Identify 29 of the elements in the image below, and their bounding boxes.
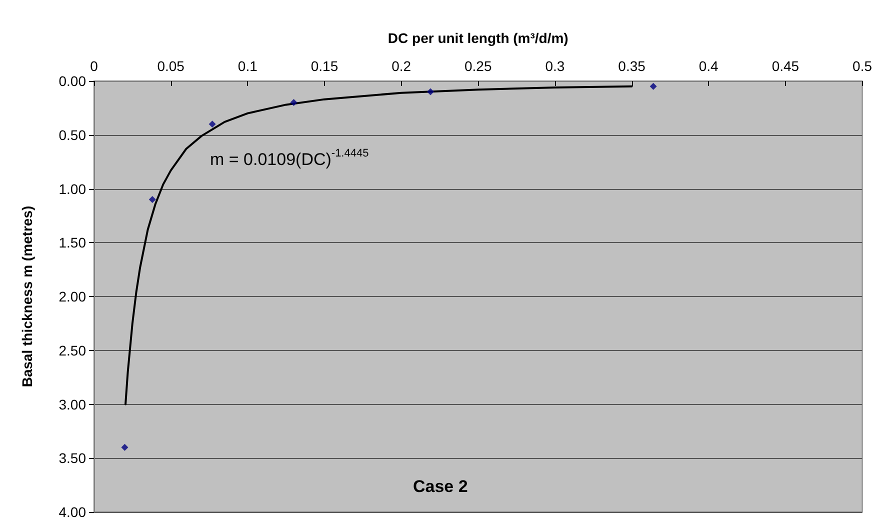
point	[650, 82, 657, 90]
y-tick-label: 2.50	[58, 342, 86, 358]
x-tick-label: 0.45	[772, 58, 800, 74]
y-tick-label: 2.00	[58, 288, 86, 304]
y-tick-label: 0.00	[58, 73, 86, 89]
x-tick-label: 0.25	[464, 58, 492, 74]
point	[121, 444, 128, 451]
x-tick-label: 0.35	[618, 58, 646, 74]
point	[427, 88, 434, 96]
x-tick-label: 0.5	[852, 58, 872, 74]
point	[208, 120, 216, 128]
x-tick-label: 0.15	[310, 58, 338, 74]
x-tick-label: 0.4	[698, 58, 719, 74]
x-axis-title: DC per unit length (m³/d/m)	[388, 30, 568, 46]
x-tick-label: 0.05	[157, 58, 185, 74]
point	[290, 99, 298, 106]
y-tick-label: 1.00	[58, 180, 86, 197]
x-tick-label: 0.1	[238, 58, 258, 74]
y-tick-label: 1.50	[58, 234, 86, 251]
x-tick-label: 0	[90, 58, 98, 74]
annotation: Case 2	[413, 477, 468, 496]
y-tick-label: 4.00	[58, 504, 86, 520]
x-tick-label: 0.2	[392, 58, 412, 74]
y-axis-title: Basal thickness m (metres)	[19, 206, 35, 388]
x-tick-label: 0.3	[545, 58, 565, 74]
y-tick-label: 3.50	[58, 450, 86, 466]
y-tick-label: 3.00	[58, 396, 86, 412]
point	[148, 196, 156, 204]
y-tick-label: 0.50	[58, 126, 86, 143]
